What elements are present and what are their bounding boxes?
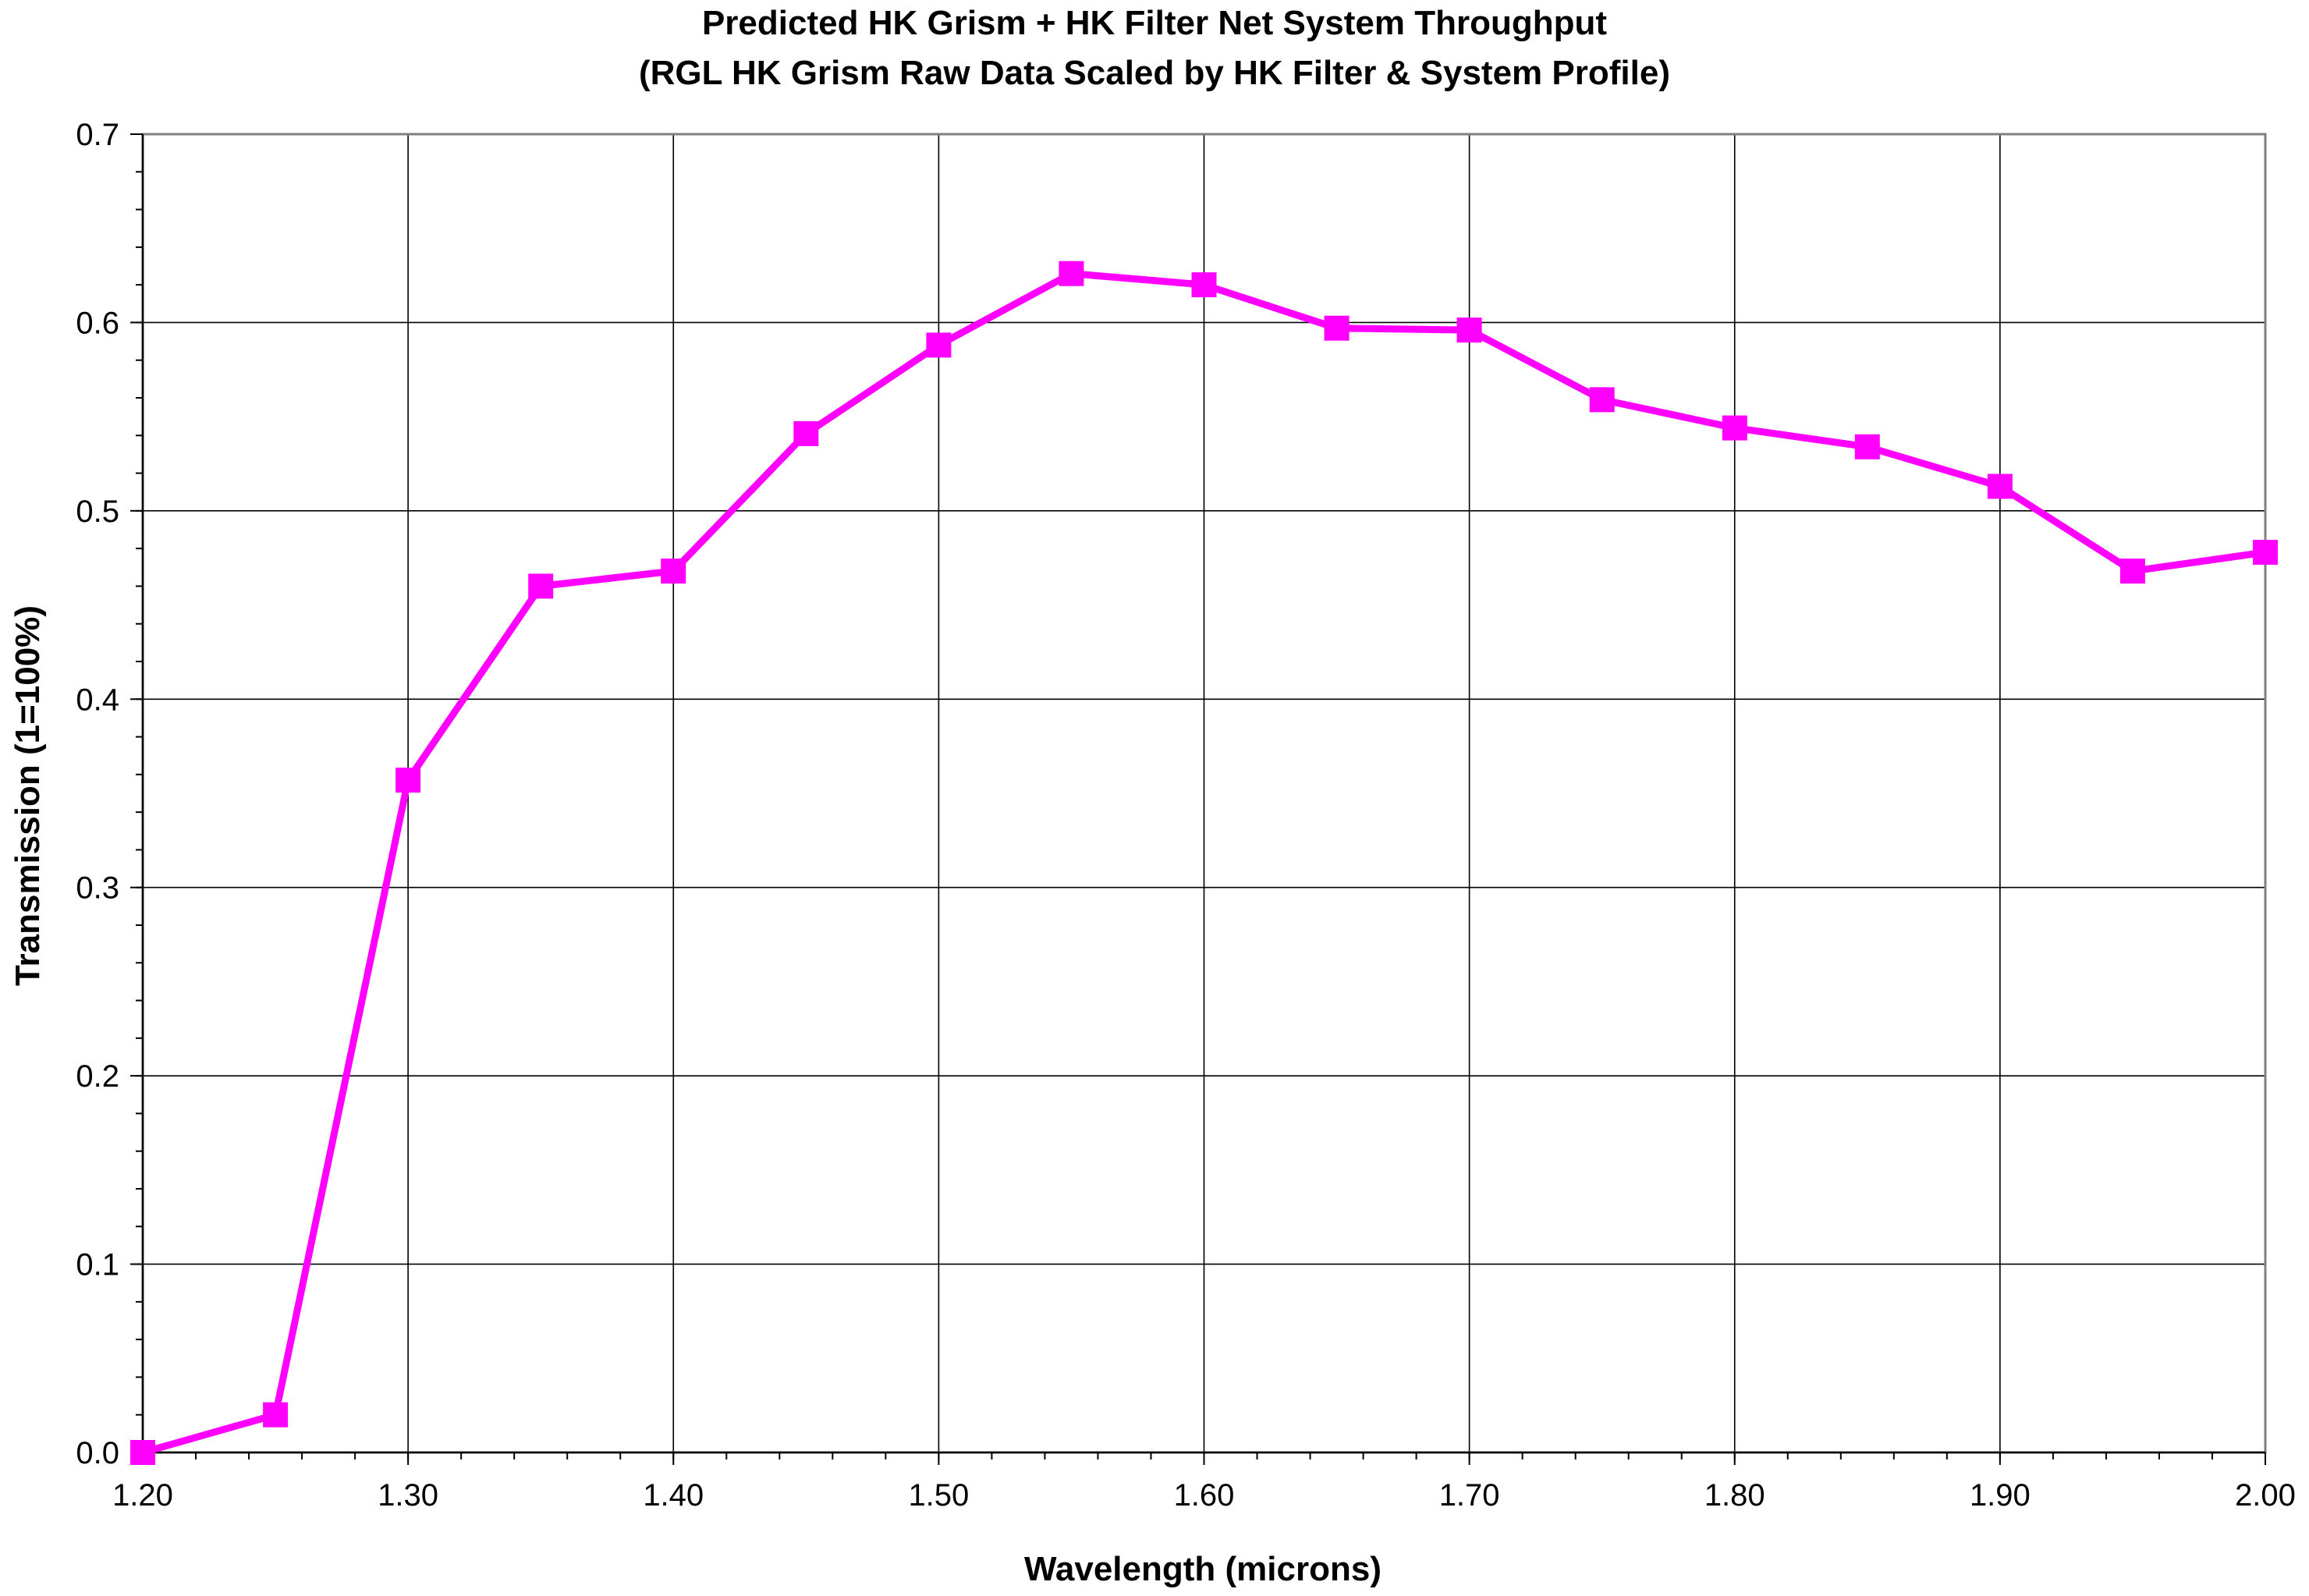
y-tick-label: 0.7	[76, 118, 119, 152]
x-axis-ticks: 1.20 1.30 1.40 1.50 1.60 1.70 1.80 1.90 2.00	[112, 1452, 2296, 1513]
data-point	[2253, 540, 2278, 565]
data-point	[2119, 559, 2145, 584]
x-tick-label: 2.00	[2235, 1478, 2296, 1513]
data-point	[926, 332, 952, 358]
data-point	[1191, 272, 1217, 298]
y-tick-label: 0.6	[76, 306, 119, 340]
data-point	[395, 768, 421, 793]
data-point	[661, 559, 686, 584]
x-tick-label: 1.70	[1439, 1478, 1500, 1513]
data-point	[1059, 261, 1084, 286]
data-point	[1456, 317, 1482, 343]
data-point	[1324, 315, 1350, 341]
data-point	[1589, 387, 1615, 413]
x-tick-label: 1.90	[1970, 1478, 2031, 1513]
data-point	[793, 420, 819, 446]
x-tick-label: 1.30	[378, 1478, 438, 1513]
x-tick-label: 1.40	[643, 1478, 704, 1513]
x-tick-label: 1.50	[908, 1478, 969, 1513]
y-tick-label: 0.4	[76, 683, 119, 717]
y-tick-label: 0.2	[76, 1059, 119, 1094]
grid-lines	[142, 133, 2266, 1453]
y-tick-label: 0.0	[76, 1436, 119, 1470]
chart-subtitle: (RGL HK Grism Raw Data Scaled by HK Filt…	[639, 54, 1670, 92]
y-tick-label: 0.3	[76, 871, 119, 906]
data-point	[528, 573, 554, 599]
y-tick-label: 0.5	[76, 495, 119, 529]
y-tick-label: 0.1	[76, 1248, 119, 1282]
chart-title: Predicted HK Grism + HK Filter Net Syste…	[702, 4, 1607, 42]
data-point	[130, 1440, 155, 1465]
data-point	[1987, 473, 2013, 499]
y-axis-ticks: 0.0 0.1 0.2 0.3 0.4 0.5 0.6 0.7	[76, 118, 143, 1470]
series-group	[130, 261, 2278, 1465]
y-axis-label: Transmission (1=100%)	[9, 605, 47, 986]
x-tick-label: 1.20	[112, 1478, 173, 1513]
data-point	[263, 1402, 289, 1428]
data-point	[1854, 434, 1880, 459]
x-axis-label: Wavelength (microns)	[1024, 1550, 1381, 1588]
data-point	[1722, 415, 1747, 441]
x-tick-label: 1.80	[1704, 1478, 1765, 1513]
x-tick-label: 1.60	[1174, 1478, 1235, 1513]
